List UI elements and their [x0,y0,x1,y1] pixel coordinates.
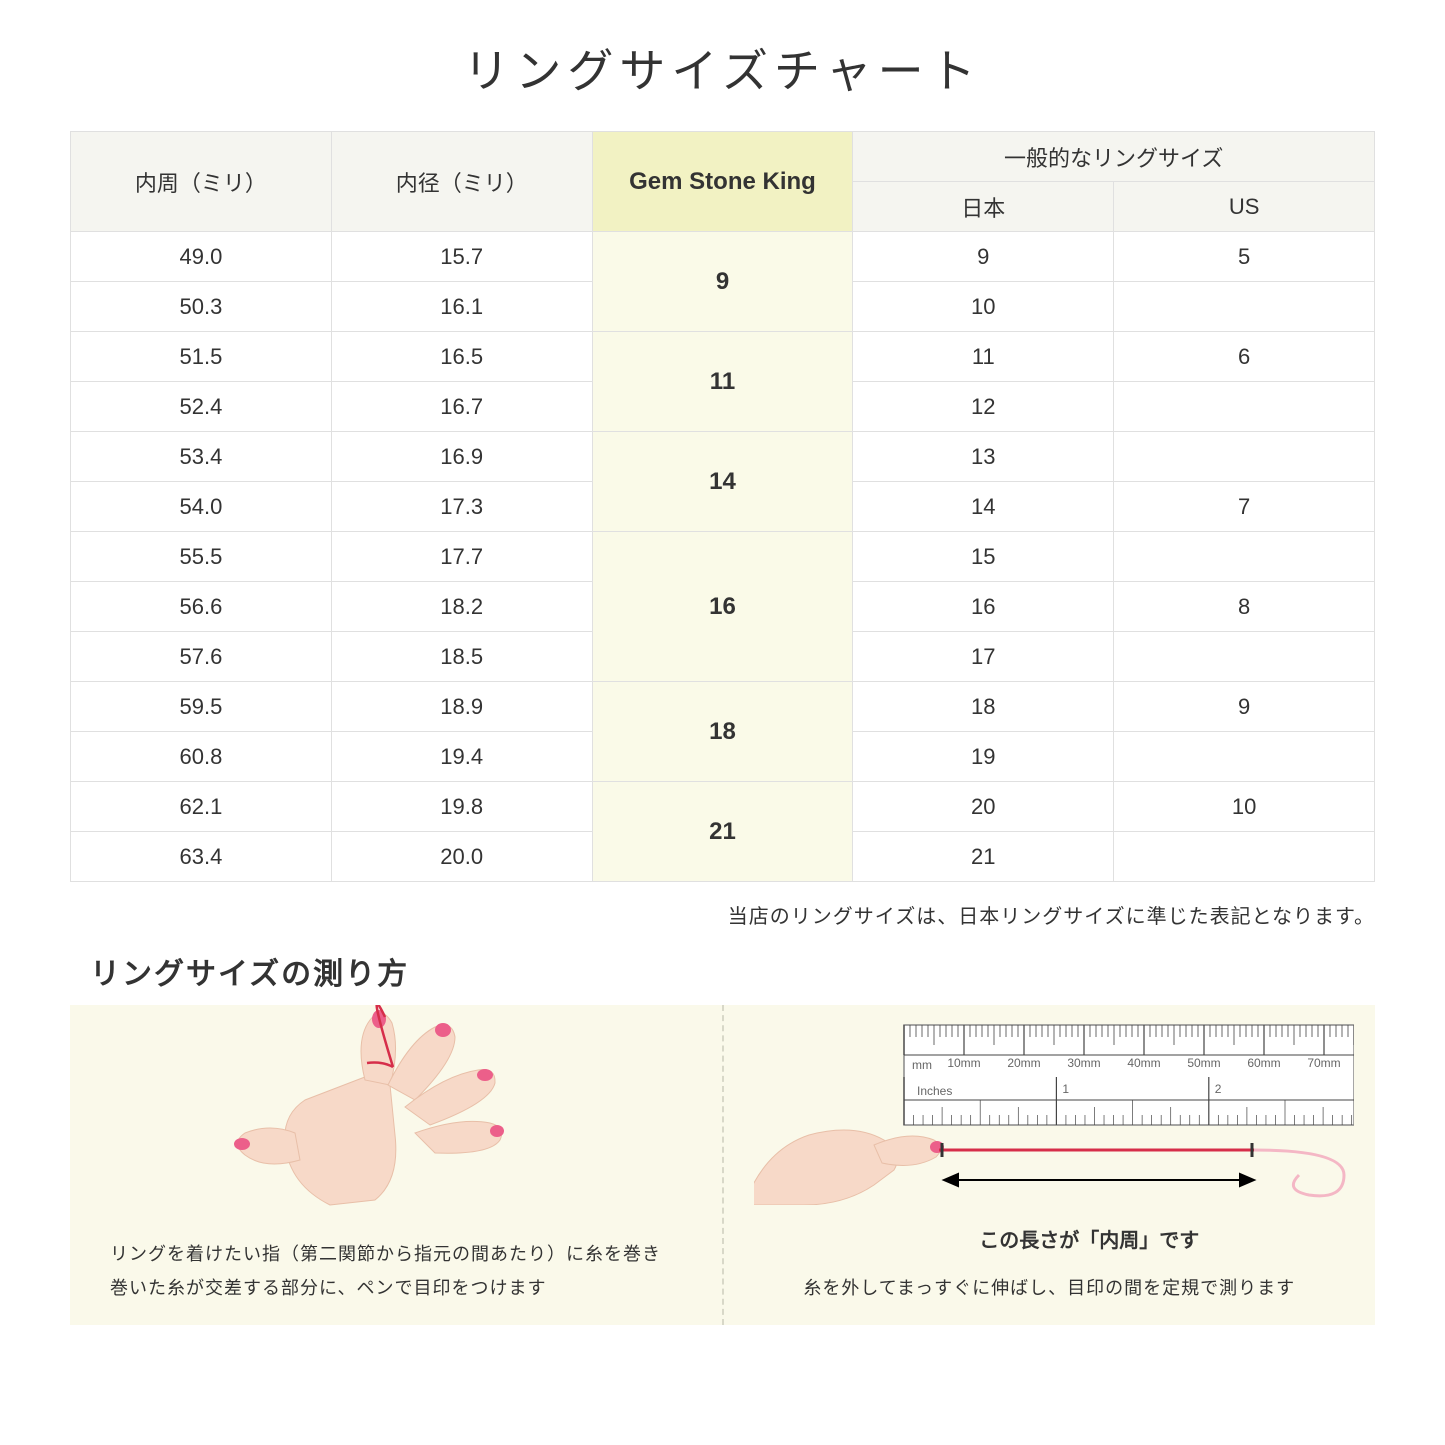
cell-us [1114,632,1375,682]
svg-text:mm: mm [912,1058,932,1072]
cell-japan: 14 [853,482,1114,532]
cell-diameter: 19.8 [331,782,592,832]
cell-us [1114,532,1375,582]
cell-us [1114,732,1375,782]
header-us: US [1114,182,1375,232]
howto-left-panel: リングを着けたい指（第二関節から指元の間あたり）に糸を巻き 巻いた糸が交差する部… [70,1005,724,1325]
cell-us: 8 [1114,582,1375,632]
howto-section: リングを着けたい指（第二関節から指元の間あたり）に糸を巻き 巻いた糸が交差する部… [70,1005,1375,1325]
cell-us: 7 [1114,482,1375,532]
cell-gsk: 18 [592,682,853,782]
table-row: 53.416.91413 [71,432,1375,482]
cell-diameter: 18.2 [331,582,592,632]
cell-japan: 9 [853,232,1114,282]
header-gsk: Gem Stone King [592,132,853,232]
cell-circumference: 62.1 [71,782,332,832]
svg-text:60mm: 60mm [1247,1056,1280,1070]
cell-us: 6 [1114,332,1375,382]
table-row: 55.517.71615 [71,532,1375,582]
header-diameter: 内径（ミリ） [331,132,592,232]
page-title: リングサイズチャート [70,35,1375,101]
cell-us [1114,282,1375,332]
cell-gsk: 11 [592,332,853,432]
svg-text:40mm: 40mm [1127,1056,1160,1070]
ring-size-table: 内周（ミリ） 内径（ミリ） Gem Stone King 一般的なリングサイズ … [70,131,1375,882]
cell-diameter: 16.1 [331,282,592,332]
cell-japan: 15 [853,532,1114,582]
cell-circumference: 54.0 [71,482,332,532]
cell-circumference: 63.4 [71,832,332,882]
arrow-label: この長さが「内周」です [844,1224,1336,1253]
svg-text:30mm: 30mm [1067,1056,1100,1070]
cell-diameter: 16.7 [331,382,592,432]
cell-diameter: 15.7 [331,232,592,282]
cell-japan: 21 [853,832,1114,882]
cell-circumference: 49.0 [71,232,332,282]
cell-japan: 19 [853,732,1114,782]
cell-diameter: 16.5 [331,332,592,382]
svg-text:1: 1 [1062,1082,1069,1096]
howto-right-text: 糸を外してまっすぐに伸ばし、目印の間を定規で測ります [764,1271,1336,1305]
cell-circumference: 51.5 [71,332,332,382]
svg-text:20mm: 20mm [1007,1056,1040,1070]
cell-diameter: 17.7 [331,532,592,582]
svg-text:10mm: 10mm [947,1056,980,1070]
cell-japan: 18 [853,682,1114,732]
cell-japan: 12 [853,382,1114,432]
cell-japan: 17 [853,632,1114,682]
table-note: 当店のリングサイズは、日本リングサイズに準じた表記となります。 [70,900,1375,929]
cell-diameter: 19.4 [331,732,592,782]
cell-japan: 10 [853,282,1114,332]
cell-japan: 13 [853,432,1114,482]
cell-circumference: 55.5 [71,532,332,582]
cell-us [1114,432,1375,482]
cell-gsk: 21 [592,782,853,882]
cell-circumference: 50.3 [71,282,332,332]
cell-us [1114,382,1375,432]
howto-subtitle: リングサイズの測り方 [90,949,1375,993]
howto-left-text: リングを着けたい指（第二関節から指元の間あたり）に糸を巻き 巻いた糸が交差する部… [110,1237,682,1305]
table-row: 49.015.7995 [71,232,1375,282]
cell-japan: 16 [853,582,1114,632]
cell-circumference: 59.5 [71,682,332,732]
svg-text:50mm: 50mm [1187,1056,1220,1070]
cell-diameter: 18.9 [331,682,592,732]
cell-gsk: 14 [592,432,853,532]
svg-text:70mm: 70mm [1307,1056,1340,1070]
cell-gsk: 9 [592,232,853,332]
cell-diameter: 20.0 [331,832,592,882]
cell-circumference: 60.8 [71,732,332,782]
cell-us: 5 [1114,232,1375,282]
table-row: 51.516.511116 [71,332,1375,382]
table-row: 62.119.8212010 [71,782,1375,832]
cell-diameter: 16.9 [331,432,592,482]
cell-japan: 11 [853,332,1114,382]
cell-us [1114,832,1375,882]
cell-circumference: 56.6 [71,582,332,632]
ruler-illustration: 10mm 20mm 30mm 40mm 50mm 60mm 70mm mm Inches 1… [754,1005,1354,1205]
cell-circumference: 52.4 [71,382,332,432]
cell-japan: 20 [853,782,1114,832]
svg-text:Inches: Inches [917,1084,952,1098]
header-japan: 日本 [853,182,1114,232]
cell-us: 9 [1114,682,1375,732]
header-circumference: 内周（ミリ） [71,132,332,232]
cell-gsk: 16 [592,532,853,682]
table-row: 59.518.918189 [71,682,1375,732]
cell-circumference: 53.4 [71,432,332,482]
cell-circumference: 57.6 [71,632,332,682]
svg-text:2: 2 [1214,1082,1221,1096]
cell-diameter: 17.3 [331,482,592,532]
howto-right-panel: 10mm 20mm 30mm 40mm 50mm 60mm 70mm mm Inches 1… [724,1005,1376,1325]
hand-wrap-illustration [210,1005,570,1235]
header-general: 一般的なリングサイズ [853,132,1375,182]
cell-us: 10 [1114,782,1375,832]
cell-diameter: 18.5 [331,632,592,682]
